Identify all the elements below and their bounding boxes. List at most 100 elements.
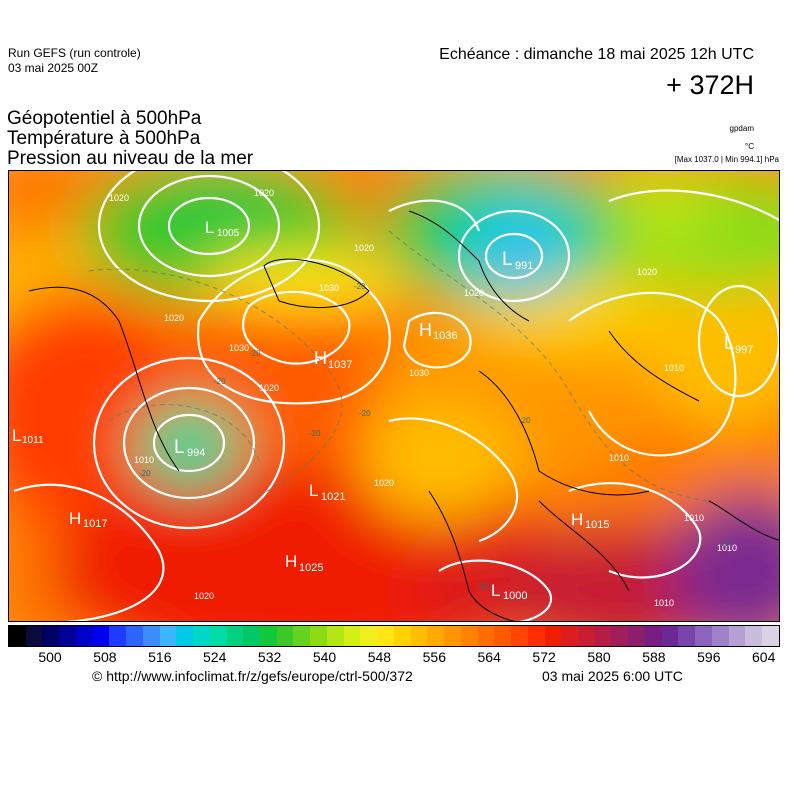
variable-geopotential: Géopotentiel à 500hPa [7, 108, 202, 129]
color-scale-swatch [611, 626, 629, 646]
color-scale-swatch [243, 626, 261, 646]
isobar-label: 1020 [254, 188, 274, 198]
low-center: L 991 [502, 249, 533, 272]
temperature-label: -20 [519, 416, 531, 425]
color-scale-swatch [92, 626, 110, 646]
high-center: H 1015 [571, 510, 609, 531]
color-scale-swatch [427, 626, 445, 646]
color-scale-swatch [678, 626, 696, 646]
generation-date: 03 mai 2025 6:00 UTC [542, 668, 683, 684]
run-name: Run GEFS (run controle) [8, 46, 141, 60]
svg-text:H: H [285, 552, 297, 571]
color-scale-swatch [711, 626, 729, 646]
color-scale-tick: 532 [257, 649, 282, 665]
variable-pressure: Pression au niveau de la mer [7, 148, 254, 169]
color-scale-swatch [9, 626, 26, 646]
low-center: L 1011 [12, 426, 44, 446]
center-value: 1000 [503, 590, 527, 602]
center-value: 1015 [585, 519, 609, 531]
unit-geopotential: gpdam [729, 124, 754, 133]
isobar-label: 1020 [637, 267, 657, 277]
color-scale-swatch [193, 626, 210, 646]
color-scale-swatch [326, 626, 344, 646]
color-scale-swatch [628, 626, 645, 646]
color-scale-swatch [75, 626, 93, 646]
svg-text:L: L [491, 581, 500, 600]
isobars [13, 171, 779, 621]
isobar-label: 1020 [354, 243, 374, 253]
color-scale-tick: 564 [477, 649, 501, 665]
color-scale-swatch [695, 626, 712, 646]
center-value: 997 [735, 344, 753, 356]
isobar-label: 1030 [229, 343, 249, 353]
isobar-label: 1020 [194, 591, 214, 601]
valid-time: Echéance : dimanche 18 mai 2025 12h UTC [439, 46, 754, 63]
color-scale-swatch [577, 626, 595, 646]
isobar-label: 1020 [259, 383, 279, 393]
svg-text:H: H [571, 510, 583, 529]
run-info: Run GEFS (run controle) 03 mai 2025 00Z [8, 46, 141, 76]
svg-text:H: H [314, 348, 327, 368]
isobar-labels: 1020 1020 1020 1030 1020 1030 1030 1020 … [109, 188, 737, 608]
color-scale-tick: 500 [38, 649, 62, 665]
low-center: L 1000 [491, 581, 527, 602]
temperature-label: -20 [477, 582, 489, 591]
isobar-label: 1020 [374, 478, 394, 488]
isobar-label: 1010 [717, 543, 737, 553]
weather-map[interactable]: L 1005 L 991 H 1037 H 1036 L 997 L 1011 L 994 L… [8, 170, 780, 622]
temperature-labels: -20 -20 -20 -20 -20 -20 -20 -20 -20 [139, 282, 731, 591]
svg-text:L: L [502, 249, 513, 270]
svg-text:L: L [724, 333, 734, 353]
color-scale-tick: 516 [148, 649, 172, 665]
isobar-label: 1010 [654, 598, 674, 608]
color-scale-swatch [644, 626, 662, 646]
color-scale [8, 625, 780, 647]
color-scale-swatch [176, 626, 194, 646]
color-scale-tick: 604 [752, 649, 776, 665]
svg-text:L: L [12, 426, 21, 445]
low-center: L 1005 [205, 218, 240, 239]
color-scale-swatch [460, 626, 478, 646]
temperature-label: -20 [214, 377, 226, 386]
color-scale-swatch [511, 626, 528, 646]
temperature-label: -20 [139, 469, 151, 478]
isobar-label: 1010 [134, 455, 154, 465]
center-value: 1011 [22, 435, 44, 446]
isobar-label: 1010 [664, 363, 684, 373]
color-scale-swatch [126, 626, 143, 646]
color-scale-swatch [226, 626, 244, 646]
geopotential-field [9, 171, 779, 621]
coastlines [28, 210, 779, 621]
isobar-label: 1020 [164, 313, 184, 323]
color-scale-swatch [762, 626, 779, 646]
variables-legend: Géopotentiel à 500hPa Température à 500h… [7, 109, 253, 169]
color-scale-swatch [561, 626, 578, 646]
color-scale-swatch [343, 626, 361, 646]
high-center: H 1036 [419, 320, 457, 342]
color-scale-swatch [25, 626, 43, 646]
variable-temperature: Température à 500hPa [7, 128, 201, 149]
color-scale-swatch [745, 626, 763, 646]
temperature-label: -20 [354, 282, 366, 291]
color-scale-swatch [728, 626, 746, 646]
center-value: 1036 [433, 330, 457, 342]
svg-text:L: L [309, 481, 318, 500]
color-scale-tick: 508 [93, 649, 117, 665]
center-value: 1017 [83, 518, 107, 530]
temperature-label: -20 [359, 409, 371, 418]
color-scale-swatch [494, 626, 512, 646]
color-scale-tick: 588 [642, 649, 666, 665]
isobar-label: 1010 [609, 453, 629, 463]
color-scale-tick: 556 [422, 649, 446, 665]
color-scale-swatch [661, 626, 679, 646]
color-scale-tick: 596 [697, 649, 721, 665]
center-value: 1025 [299, 562, 323, 574]
pressure-centers: L 1005 L 991 H 1037 H 1036 L 997 L 1011 L 994 L… [12, 218, 753, 602]
isobar-label: 1020 [109, 193, 129, 203]
color-scale-tick: 580 [587, 649, 611, 665]
color-scale-swatch [109, 626, 127, 646]
svg-text:H: H [69, 509, 81, 528]
temperature-label: -20 [719, 539, 731, 548]
forecast-hour: + 372H [666, 70, 754, 100]
color-scale-swatch [260, 626, 277, 646]
